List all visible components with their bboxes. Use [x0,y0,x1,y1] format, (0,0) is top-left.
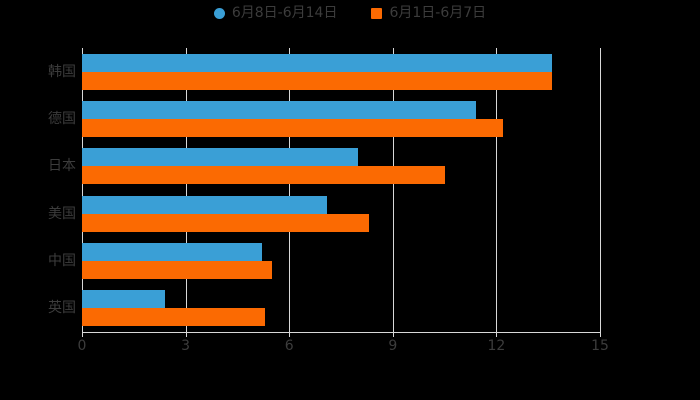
bar-德国-series-1[interactable] [82,119,504,137]
y-axis-label-英国: 英国 [48,300,76,317]
x-axis-tick-label-15: 15 [591,338,609,354]
bar-美国-series-0[interactable] [82,195,328,214]
bar-美国-series-1[interactable] [82,213,369,232]
bar-日本-series-0[interactable] [82,148,359,167]
y-axis-label-韩国: 韩国 [48,63,76,80]
gridline-x-0 [82,48,83,332]
x-axis-tick-label-3: 3 [181,338,191,354]
y-axis-label-中国: 中国 [48,253,76,269]
bar-group [82,195,600,232]
legend-label-series-0: 6月8日-6月14日 [231,5,338,21]
plot-area [82,48,601,332]
gridline-x-15 [600,48,601,332]
bar-德国-series-0[interactable] [82,101,476,119]
bar-group [82,148,600,185]
legend-label-series-1: 6月1日-6月7日 [389,5,487,21]
x-axis-tick-label-6: 6 [284,338,294,354]
x-axis-tick-label-12: 12 [487,338,506,354]
bar-英国-series-0[interactable] [82,290,165,309]
x-axis-tick-12 [496,332,498,337]
bar-英国-series-1[interactable] [82,308,266,327]
bar-group [82,101,600,137]
bar-韩国-series-0[interactable] [82,53,552,72]
y-axis-label-美国: 美国 [48,205,76,222]
chart-legend: 6月8日-6月14日 6月1日-6月7日 [0,6,700,20]
legend-marker-circle-icon [213,7,225,19]
gridline-x-6 [289,48,291,332]
x-axis-line [82,332,601,333]
x-axis-tick-label-0: 0 [77,338,87,354]
gridline-x-9 [392,48,394,332]
bar-group [82,290,600,327]
x-axis-tick-3 [185,332,187,337]
bar-group [82,53,600,90]
bar-韩国-series-1[interactable] [82,71,552,90]
legend-item-series-0[interactable]: 6月8日-6月14日 [213,5,338,21]
y-axis-label-德国: 德国 [48,111,76,127]
gridline-x-3 [185,48,187,332]
bar-group [82,243,600,279]
gridline-x-12 [496,48,498,332]
x-axis-tick-6 [289,332,291,337]
x-axis-tick-9 [392,332,394,337]
x-axis-tick-0 [82,332,83,337]
y-axis-label-日本: 日本 [48,158,76,175]
bar-中国-series-1[interactable] [82,261,272,279]
bar-日本-series-1[interactable] [82,166,445,185]
x-axis-tick-label-9: 9 [388,338,398,354]
x-axis-tick-15 [600,332,601,337]
legend-marker-square-icon [371,7,383,19]
legend-item-series-1[interactable]: 6月1日-6月7日 [371,6,486,20]
bar-中国-series-0[interactable] [82,243,262,261]
